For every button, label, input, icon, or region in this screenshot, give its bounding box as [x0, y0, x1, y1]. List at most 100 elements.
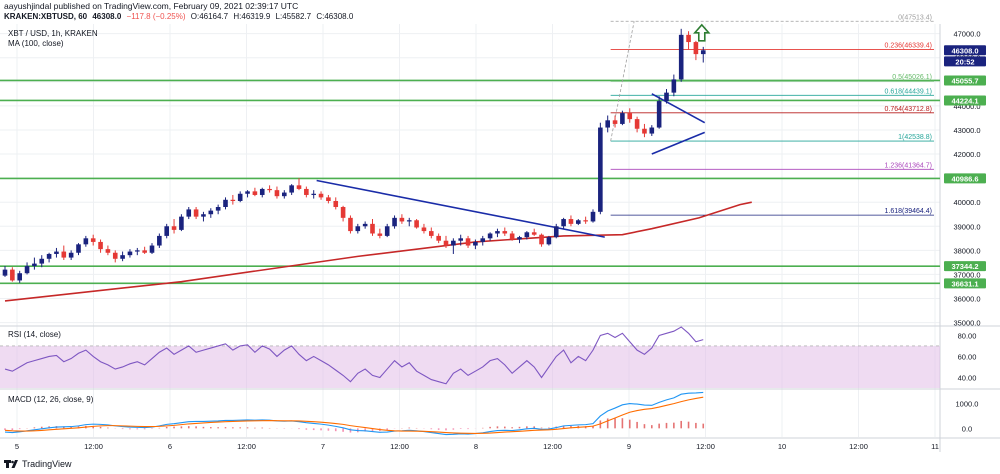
candle-body	[443, 240, 449, 246]
candle-body	[399, 217, 405, 222]
candle-body	[642, 128, 647, 134]
candle-body	[98, 241, 103, 250]
price-change: −117.8 (−0.25%)	[126, 12, 186, 21]
arrow-up-icon	[693, 23, 711, 42]
candle-body	[39, 258, 45, 264]
price-badge-label: 40986.6	[951, 174, 978, 183]
candle-body	[208, 210, 214, 215]
price-axis-tick: 42000.0	[953, 150, 980, 159]
footer-branding[interactable]: TradingView	[4, 459, 72, 469]
fib-level-label: 0.764(43712.8)	[885, 106, 932, 113]
macd-legend[interactable]: MACD (12, 26, close, 9)	[8, 395, 94, 404]
price-axis-tick: 36000.0	[953, 295, 980, 304]
candle-body	[590, 211, 596, 222]
candle-body	[171, 226, 177, 230]
time-axis-tick: 8	[474, 442, 478, 451]
candle-body	[583, 220, 588, 222]
price-badge-label: 20:52	[955, 57, 974, 66]
candle-body	[649, 127, 655, 134]
candle-body	[17, 273, 22, 281]
candle-body	[90, 238, 96, 242]
price-axis-tick: 47000.0	[953, 30, 980, 39]
price-badge-label: 46308.0	[951, 46, 978, 55]
candle-body	[24, 266, 30, 274]
candle-body	[480, 238, 486, 242]
fib-level-label: 1(42538.8)	[898, 134, 932, 141]
price-axis-tick: 44000.0	[953, 102, 980, 111]
candle-body	[458, 238, 463, 241]
candle-body	[627, 113, 633, 120]
candle-body	[32, 263, 37, 267]
candle-body	[605, 120, 610, 128]
fib-level-label: 0(47513.4)	[898, 14, 932, 21]
price-badge	[944, 45, 986, 56]
price-badge	[944, 95, 986, 106]
candle-body	[267, 188, 272, 191]
price-badge	[944, 278, 986, 289]
candle-body	[524, 232, 530, 238]
price-badge	[944, 56, 986, 67]
candle-body	[112, 252, 118, 259]
time-axis-tick: 12:00	[543, 442, 562, 451]
candle-body	[164, 226, 169, 236]
rsi-legend[interactable]: RSI (14, close)	[8, 330, 61, 339]
candle-body	[149, 245, 155, 253]
candle-body	[539, 234, 544, 245]
candle-body	[289, 185, 294, 193]
symbol-label[interactable]: KRAKEN:XBTUSD, 60	[4, 12, 88, 21]
price-badge-label: 45055.7	[951, 76, 978, 85]
candle-body	[509, 233, 515, 240]
candle-body	[201, 214, 206, 217]
candle-body	[318, 193, 324, 198]
macd-histogram	[4, 418, 705, 433]
candle-body	[157, 235, 162, 246]
candle-body	[54, 251, 59, 254]
candle-body	[384, 226, 390, 236]
candle-body	[193, 209, 199, 217]
candle-body	[377, 233, 383, 236]
time-axis-tick: 7	[321, 442, 325, 451]
close-value: C:46308.0	[316, 12, 354, 21]
macd-signal-line	[4, 396, 704, 434]
price-axis-tick: 40000.0	[953, 198, 980, 207]
candle-body	[252, 191, 258, 195]
candle-body	[311, 193, 316, 195]
rsi-axis-tick: 80.00	[958, 331, 977, 340]
price-badge	[944, 173, 986, 184]
candle-body	[259, 188, 265, 195]
candle-body	[333, 200, 339, 208]
candle-body	[700, 50, 706, 55]
candle-body	[135, 250, 140, 252]
quote-line: KRAKEN:XBTUSD, 60 46308.0 −117.8 (−0.25%…	[4, 12, 356, 21]
candle-body	[340, 207, 346, 218]
pair-title: XBT / USD, 1h, KRAKEN	[8, 29, 98, 38]
ma-legend[interactable]: MA (100, close)	[8, 39, 64, 48]
candle-body	[436, 235, 441, 241]
time-axis-tick: 12:00	[849, 442, 868, 451]
time-axis-tick: 12:00	[237, 442, 256, 451]
candle-body	[105, 249, 111, 253]
candle-body	[568, 219, 574, 224]
candle-body	[274, 190, 280, 197]
publisher-line: aayushjindal published on TradingView.co…	[4, 1, 299, 11]
time-axis-tick: 11	[931, 442, 939, 451]
candle-body	[671, 79, 677, 93]
price-badge-label: 44224.1	[951, 96, 978, 105]
fib-level-label: 1.618(39464.4)	[885, 208, 932, 215]
candle-body	[634, 119, 640, 129]
candle-body	[664, 92, 669, 102]
candle-body	[421, 227, 427, 232]
candle-body	[553, 226, 559, 238]
price-badge	[944, 75, 986, 86]
low-value: L:45582.7	[275, 12, 312, 21]
time-axis-tick: 5	[15, 442, 19, 451]
high-value: H:46319.9	[233, 12, 271, 21]
macd-axis-tick: 0.0	[962, 424, 972, 433]
time-axis-tick: 6	[168, 442, 172, 451]
candle-body	[686, 34, 691, 43]
time-axis-tick: 10	[778, 442, 786, 451]
candle-body	[465, 238, 471, 246]
candle-body	[561, 219, 566, 227]
